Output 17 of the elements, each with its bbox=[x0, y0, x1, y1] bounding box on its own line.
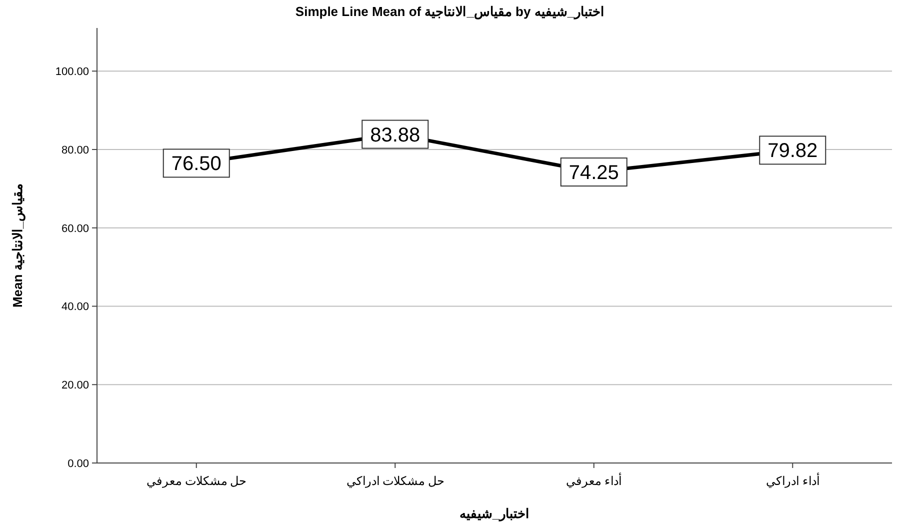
data-label: 83.88 bbox=[370, 124, 420, 146]
data-label: 79.82 bbox=[768, 140, 818, 162]
y-axis-title: Mean مقياس_الانتاجية bbox=[10, 183, 26, 308]
x-tick-label: حل مشكلات ادراكي bbox=[346, 474, 444, 488]
y-tick-label: 20.00 bbox=[61, 380, 89, 392]
y-tick-label: 40.00 bbox=[61, 301, 89, 314]
data-label: 76.50 bbox=[171, 153, 222, 176]
data-label: 74.25 bbox=[568, 162, 619, 184]
y-tick-label: 80.00 bbox=[61, 144, 89, 156]
x-tick-label: حل مشكلات معرفي bbox=[146, 474, 246, 488]
y-tick-label: 60.00 bbox=[61, 222, 89, 235]
chart-title: Simple Line Mean of مقياس_الانتاجية by اختبار_شيفيه bbox=[295, 4, 605, 20]
x-axis-title: اختبار_شيفيه bbox=[459, 506, 530, 522]
x-tick-label: أداء معرفي bbox=[566, 473, 622, 488]
y-tick-label: 0.00 bbox=[68, 458, 89, 470]
y-tick-label: 100.00 bbox=[55, 66, 89, 78]
x-tick-label: أداء ادراكي bbox=[766, 473, 820, 488]
